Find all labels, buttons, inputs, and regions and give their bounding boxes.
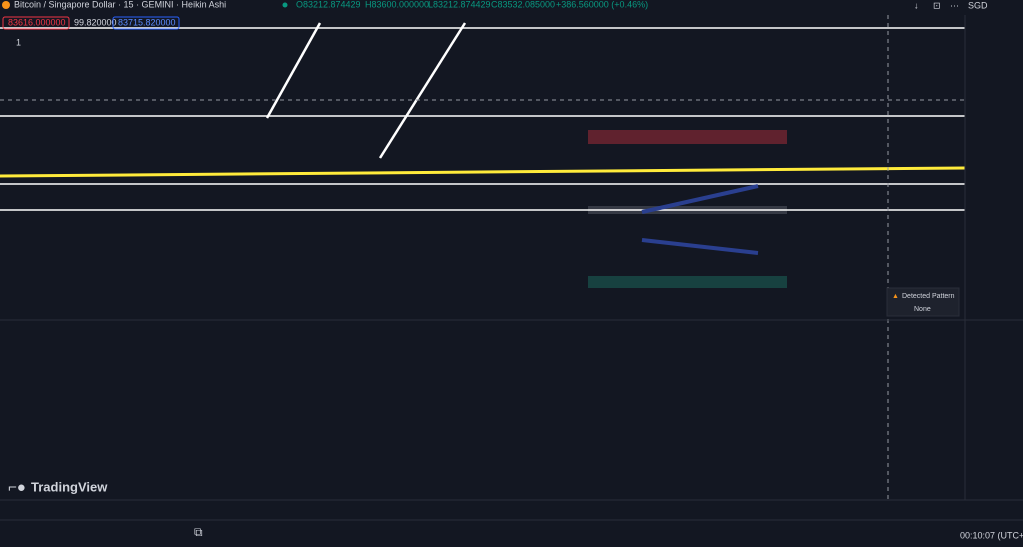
open: O83212.874429	[296, 0, 361, 9]
demand-zone	[588, 276, 787, 288]
pattern-title: Detected Pattern	[902, 293, 955, 300]
sell-box[interactable]	[2, 16, 70, 30]
trend-line	[0, 166, 966, 178]
pattern-value: None	[914, 306, 931, 313]
indicators-count[interactable]: 1	[16, 37, 21, 47]
high: H83600.000000	[365, 0, 429, 9]
sell[interactable]: 83616.000000	[8, 17, 66, 27]
clock[interactable]: 00:10:07 (UTC+8)	[960, 530, 1023, 540]
logo-mark: ⌐●	[8, 479, 26, 496]
settings-btn[interactable]: ⋯	[950, 0, 959, 10]
lock-btn[interactable]: ⊡	[933, 0, 941, 10]
symbol-icon	[2, 1, 10, 9]
supply-zone	[588, 130, 787, 144]
spread: 99.820000	[74, 17, 117, 27]
symbol[interactable]: Bitcoin / Singapore Dollar · 15 · GEMINI…	[14, 0, 226, 9]
date-range-btn[interactable]: ⧉	[194, 525, 203, 539]
arrow-btn[interactable]: ↓	[914, 0, 919, 10]
trend-line	[265, 22, 322, 119]
close: C83532.085000	[491, 0, 555, 9]
pattern-box	[886, 287, 960, 317]
channel-line	[641, 238, 759, 255]
buy-box[interactable]	[112, 16, 180, 30]
logo: TradingView	[31, 479, 108, 494]
change: +386.560000 (+0.46%)	[556, 0, 648, 9]
low: L83212.874429	[428, 0, 491, 9]
channel-line	[641, 184, 759, 214]
pattern-icon: ▲	[892, 293, 899, 300]
trend-line	[378, 22, 467, 159]
currency[interactable]: SGD	[968, 0, 988, 10]
buy[interactable]: 83715.820000	[118, 17, 176, 27]
status-dot	[282, 2, 288, 8]
